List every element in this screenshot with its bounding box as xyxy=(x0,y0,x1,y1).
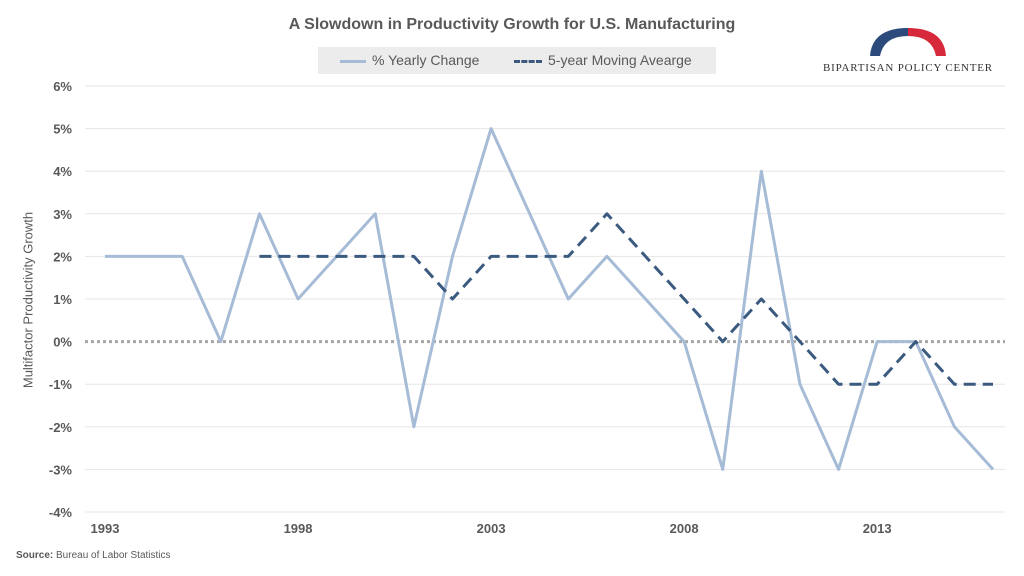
chart-legend: % Yearly Change 5-year Moving Avearge xyxy=(318,47,716,74)
y-tick-label: 4% xyxy=(53,164,72,179)
y-tick-label: 0% xyxy=(53,335,72,350)
legend-label: % Yearly Change xyxy=(372,52,480,68)
series-line-moving-average xyxy=(259,212,993,386)
legend-label: 5-year Moving Avearge xyxy=(548,52,692,68)
x-tick-label: 1993 xyxy=(91,521,120,536)
chart-title: A Slowdown in Productivity Growth for U.… xyxy=(288,16,736,33)
y-tick-label: 3% xyxy=(53,207,72,222)
logo-text: BIPARTISAN POLICY CENTER xyxy=(823,62,993,74)
logo-arch-icon xyxy=(870,28,946,56)
y-tick-label: 5% xyxy=(53,122,72,137)
y-tick-label: 6% xyxy=(53,79,72,94)
x-tick-label: 2013 xyxy=(863,521,892,536)
y-tick-label: -3% xyxy=(49,462,73,477)
bipartisan-policy-center-logo: BIPARTISAN POLICY CENTER xyxy=(818,24,998,80)
y-tick-label: 1% xyxy=(53,292,72,307)
source-label: Source: xyxy=(16,550,54,561)
source-text: Bureau of Labor Statistics xyxy=(56,550,171,561)
legend-swatch-solid xyxy=(340,60,366,63)
source-note: Source: Bureau of Labor Statistics xyxy=(16,550,171,561)
x-tick-label: 1998 xyxy=(284,521,313,536)
legend-swatch-dashed xyxy=(514,60,542,63)
y-tick-label: -1% xyxy=(49,377,73,392)
y-tick-label: -2% xyxy=(49,420,73,435)
x-tick-label: 2003 xyxy=(477,521,506,536)
y-tick-label: -4% xyxy=(49,505,73,520)
y-tick-label: 2% xyxy=(53,249,72,264)
x-tick-label: 2008 xyxy=(670,521,699,536)
